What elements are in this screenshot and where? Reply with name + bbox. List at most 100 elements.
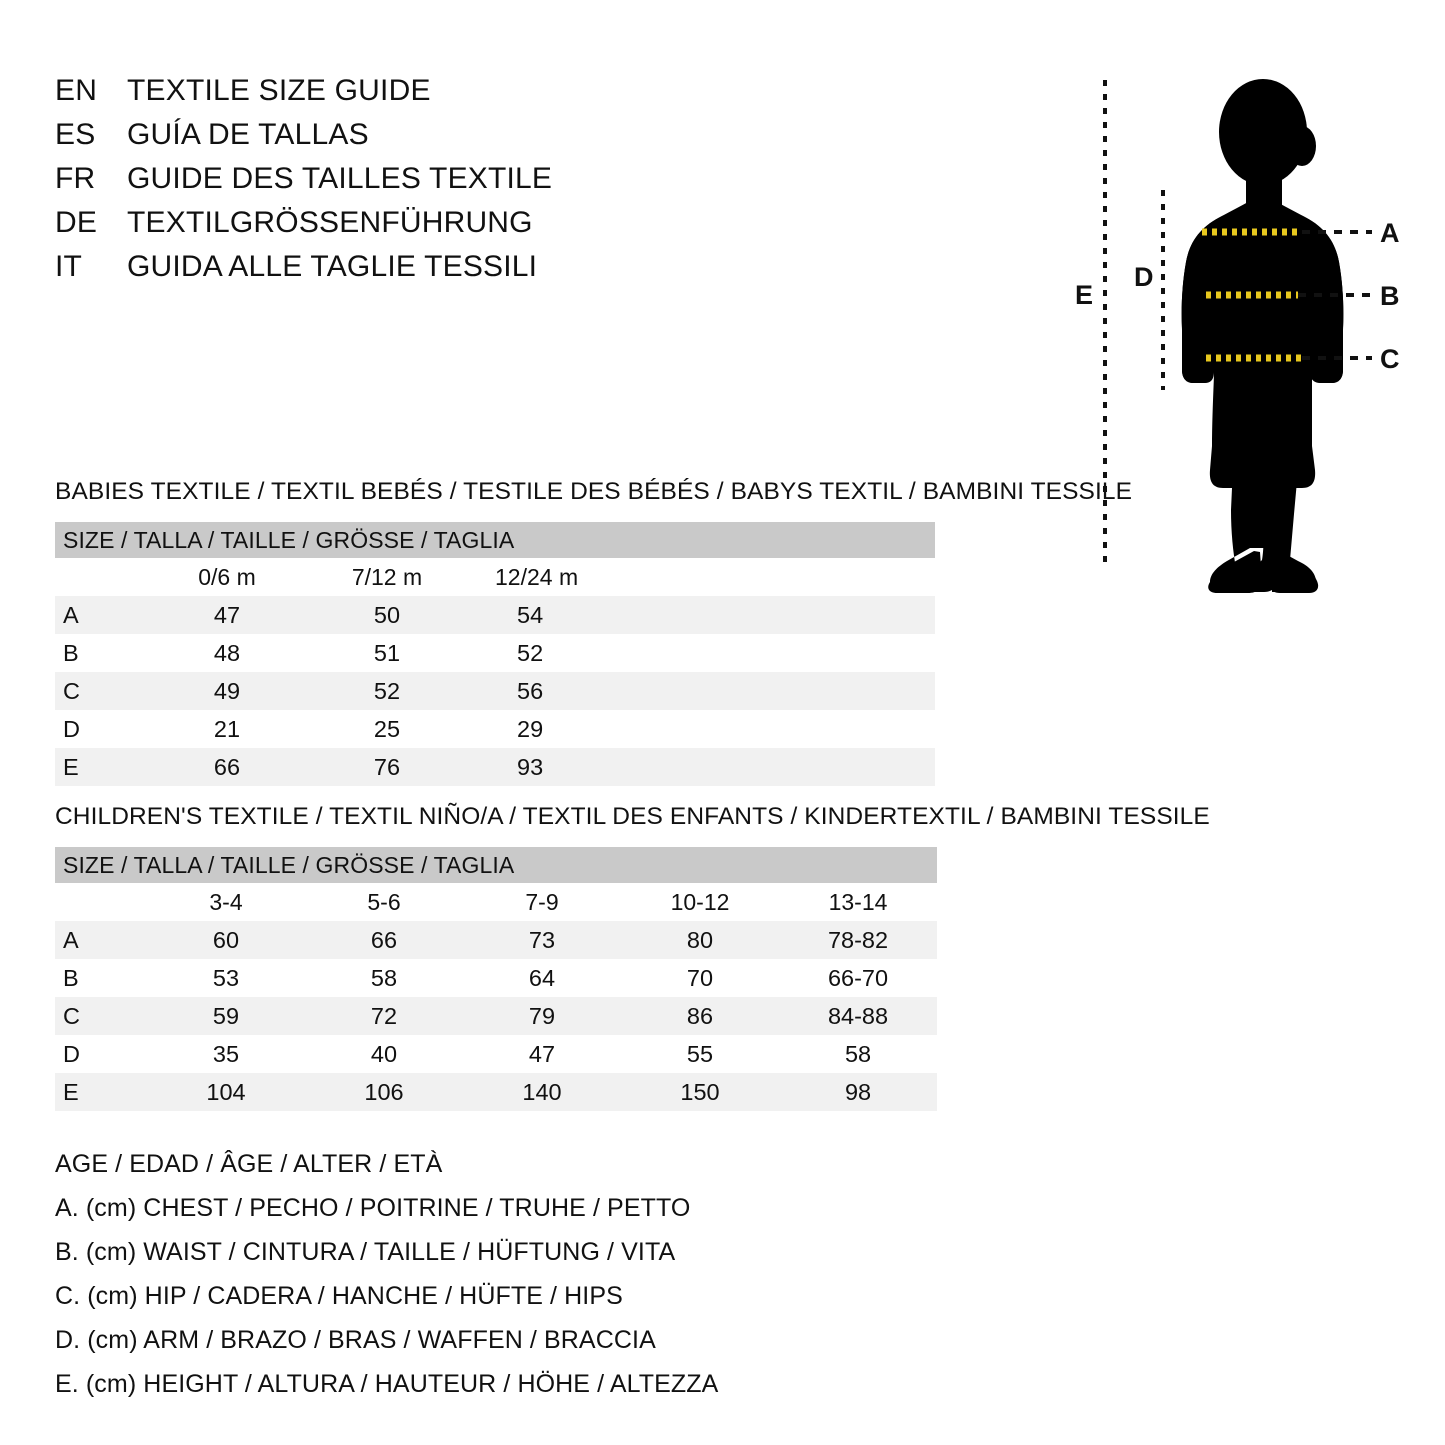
table-row: D 21 25 29: [55, 710, 935, 748]
babies-column-header: 0/6 m: [147, 558, 307, 596]
language-title: GUÍA DE TALLAS: [127, 118, 369, 151]
children-cell: 58: [779, 1035, 938, 1073]
children-table-section: CHILDREN'S TEXTILE / TEXTIL NIÑO/A / TEX…: [55, 803, 1210, 1111]
table-row: A 60 66 73 80 78-82: [55, 921, 938, 959]
babies-cell: 93: [467, 748, 935, 786]
language-title: GUIDA ALLE TAGLIE TESSILI: [127, 250, 538, 283]
children-cell: 84-88: [779, 997, 938, 1035]
table-row: C 49 52 56: [55, 672, 935, 710]
children-cell: 47: [463, 1035, 621, 1073]
children-row-label: E: [55, 1073, 147, 1111]
babies-size-band-label: SIZE / TALLA / TAILLE / GRÖSSE / TAGLIA: [55, 522, 935, 558]
children-size-band-row: SIZE / TALLA / TAILLE / GRÖSSE / TAGLIA: [55, 847, 938, 883]
babies-row-label: A: [55, 596, 147, 634]
children-size-band-label: SIZE / TALLA / TAILLE / GRÖSSE / TAGLIA: [55, 847, 938, 883]
children-cell: 79: [463, 997, 621, 1035]
babies-section-title: BABIES TEXTILE / TEXTIL BEBÉS / TESTILE …: [55, 478, 1133, 505]
legend-line-chest: A. (cm) CHEST / PECHO / POITRINE / TRUHE…: [55, 1194, 691, 1222]
children-row-label: B: [55, 959, 147, 997]
children-cell: 66: [305, 921, 463, 959]
language-row: EN TEXTILE SIZE GUIDE: [55, 74, 675, 118]
babies-cell: 54: [467, 596, 935, 634]
babies-cell: 47: [147, 596, 307, 634]
babies-column-header: 12/24 m: [467, 558, 935, 596]
children-column-header-row: 3-4 5-6 7-9 10-12 13-14: [55, 883, 938, 921]
babies-cell: 76: [307, 748, 467, 786]
babies-cell: 52: [307, 672, 467, 710]
language-row: DE TEXTILGRÖSSENFÜHRUNG: [55, 206, 675, 250]
babies-row-label: D: [55, 710, 147, 748]
language-code: IT: [55, 250, 83, 283]
language-code: DE: [55, 206, 98, 239]
children-cell: 80: [621, 921, 779, 959]
legend-line-height: E. (cm) HEIGHT / ALTURA / HAUTEUR / HÖHE…: [55, 1370, 719, 1398]
table-row: C 59 72 79 86 84-88: [55, 997, 938, 1035]
children-cell: 35: [147, 1035, 305, 1073]
child-figure-diagram: A B C D E: [1050, 40, 1445, 600]
children-cell: 53: [147, 959, 305, 997]
children-column-header: 5-6: [305, 883, 463, 921]
children-column-header: 3-4: [147, 883, 305, 921]
children-cell: 140: [463, 1073, 621, 1111]
language-row: ES GUÍA DE TALLAS: [55, 118, 675, 162]
measure-label-a: A: [1380, 218, 1400, 248]
children-cell: 106: [305, 1073, 463, 1111]
language-code: ES: [55, 118, 96, 151]
children-column-header: 10-12: [621, 883, 779, 921]
measure-label-c: C: [1380, 344, 1400, 374]
language-code: FR: [55, 162, 96, 195]
children-cell: 55: [621, 1035, 779, 1073]
children-cell: 104: [147, 1073, 305, 1111]
legend-line-age: AGE / EDAD / ÂGE / ALTER / ETÀ: [55, 1150, 443, 1178]
babies-cell: 49: [147, 672, 307, 710]
table-row: E 66 76 93: [55, 748, 935, 786]
children-cell: 58: [305, 959, 463, 997]
babies-cell: 48: [147, 634, 307, 672]
children-cell: 64: [463, 959, 621, 997]
babies-cell: 52: [467, 634, 935, 672]
babies-size-table: SIZE / TALLA / TAILLE / GRÖSSE / TAGLIA …: [55, 522, 935, 786]
language-title: GUIDE DES TAILLES TEXTILE: [127, 162, 553, 195]
children-cell: 70: [621, 959, 779, 997]
babies-cell: 56: [467, 672, 935, 710]
children-column-header: 7-9: [463, 883, 621, 921]
language-code: EN: [55, 74, 98, 107]
language-row: FR GUIDE DES TAILLES TEXTILE: [55, 162, 675, 206]
babies-table-section: BABIES TEXTILE / TEXTIL BEBÉS / TESTILE …: [55, 478, 1133, 786]
children-corner-cell: [55, 883, 147, 921]
children-cell: 40: [305, 1035, 463, 1073]
babies-cell: 66: [147, 748, 307, 786]
table-row: B 48 51 52: [55, 634, 935, 672]
children-cell: 98: [779, 1073, 938, 1111]
language-title: TEXTILGRÖSSENFÜHRUNG: [127, 206, 533, 239]
legend-line-hip: C. (cm) HIP / CADERA / HANCHE / HÜFTE / …: [55, 1282, 623, 1310]
babies-cell: 51: [307, 634, 467, 672]
language-row: IT GUIDA ALLE TAGLIE TESSILI: [55, 250, 675, 294]
babies-size-band-row: SIZE / TALLA / TAILLE / GRÖSSE / TAGLIA: [55, 522, 935, 558]
children-cell: 60: [147, 921, 305, 959]
language-header-block: EN TEXTILE SIZE GUIDE ES GUÍA DE TALLAS …: [55, 74, 675, 294]
children-section-title: CHILDREN'S TEXTILE / TEXTIL NIÑO/A / TEX…: [55, 803, 1210, 830]
measure-label-e: E: [1075, 280, 1094, 310]
children-cell: 66-70: [779, 959, 938, 997]
children-cell: 59: [147, 997, 305, 1035]
legend-line-waist: B. (cm) WAIST / CINTURA / TAILLE / HÜFTU…: [55, 1238, 676, 1266]
children-cell: 150: [621, 1073, 779, 1111]
language-title: TEXTILE SIZE GUIDE: [127, 74, 431, 107]
babies-column-header-row: 0/6 m 7/12 m 12/24 m: [55, 558, 935, 596]
babies-corner-cell: [55, 558, 147, 596]
children-column-header: 13-14: [779, 883, 938, 921]
babies-row-label: E: [55, 748, 147, 786]
children-cell: 78-82: [779, 921, 938, 959]
children-cell: 72: [305, 997, 463, 1035]
children-row-label: A: [55, 921, 147, 959]
child-silhouette-icon: [1181, 79, 1344, 593]
measurement-legend: AGE / EDAD / ÂGE / ALTER / ETÀ A. (cm) C…: [55, 1142, 815, 1406]
table-row: D 35 40 47 55 58: [55, 1035, 938, 1073]
babies-column-header: 7/12 m: [307, 558, 467, 596]
figure-svg: [1103, 79, 1372, 593]
babies-row-label: C: [55, 672, 147, 710]
babies-cell: 21: [147, 710, 307, 748]
table-row: A 47 50 54: [55, 596, 935, 634]
children-cell: 73: [463, 921, 621, 959]
